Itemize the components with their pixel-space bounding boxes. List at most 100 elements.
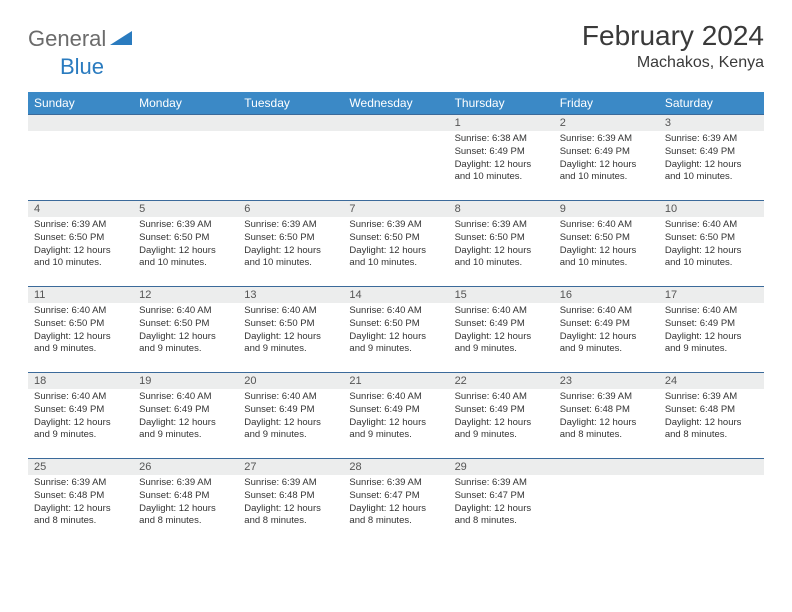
- daylight-text-1: Daylight: 12 hours: [349, 503, 442, 516]
- day-number: 23: [554, 373, 659, 389]
- sunset-text: Sunset: 6:48 PM: [244, 490, 337, 503]
- day-cell: 21Sunrise: 6:40 AMSunset: 6:49 PMDayligh…: [343, 373, 448, 459]
- daylight-text-2: and 9 minutes.: [34, 429, 127, 442]
- day-body: Sunrise: 6:40 AMSunset: 6:50 PMDaylight:…: [28, 303, 133, 360]
- daylight-text-1: Daylight: 12 hours: [139, 245, 232, 258]
- daylight-text-1: Daylight: 12 hours: [349, 417, 442, 430]
- day-cell: [554, 459, 659, 545]
- sunset-text: Sunset: 6:49 PM: [139, 404, 232, 417]
- daylight-text-2: and 8 minutes.: [665, 429, 758, 442]
- day-number: 27: [238, 459, 343, 475]
- sunset-text: Sunset: 6:48 PM: [139, 490, 232, 503]
- day-cell: 10Sunrise: 6:40 AMSunset: 6:50 PMDayligh…: [659, 201, 764, 287]
- day-cell: 13Sunrise: 6:40 AMSunset: 6:50 PMDayligh…: [238, 287, 343, 373]
- daylight-text-2: and 10 minutes.: [560, 171, 653, 184]
- daylight-text-1: Daylight: 12 hours: [455, 245, 548, 258]
- day-cell: [659, 459, 764, 545]
- daylight-text-1: Daylight: 12 hours: [139, 417, 232, 430]
- day-number: 5: [133, 201, 238, 217]
- day-body: Sunrise: 6:40 AMSunset: 6:49 PMDaylight:…: [449, 389, 554, 446]
- day-cell: 3Sunrise: 6:39 AMSunset: 6:49 PMDaylight…: [659, 115, 764, 201]
- sunrise-text: Sunrise: 6:39 AM: [139, 477, 232, 490]
- sunset-text: Sunset: 6:50 PM: [244, 232, 337, 245]
- day-body: Sunrise: 6:39 AMSunset: 6:50 PMDaylight:…: [343, 217, 448, 274]
- week-row: 25Sunrise: 6:39 AMSunset: 6:48 PMDayligh…: [28, 459, 764, 545]
- dow-wednesday: Wednesday: [343, 92, 448, 115]
- day-cell: 16Sunrise: 6:40 AMSunset: 6:49 PMDayligh…: [554, 287, 659, 373]
- daylight-text-2: and 10 minutes.: [455, 257, 548, 270]
- sunrise-text: Sunrise: 6:40 AM: [139, 305, 232, 318]
- week-row: 18Sunrise: 6:40 AMSunset: 6:49 PMDayligh…: [28, 373, 764, 459]
- day-body: Sunrise: 6:40 AMSunset: 6:49 PMDaylight:…: [449, 303, 554, 360]
- dow-tuesday: Tuesday: [238, 92, 343, 115]
- calendar-table: Sunday Monday Tuesday Wednesday Thursday…: [28, 92, 764, 545]
- dow-saturday: Saturday: [659, 92, 764, 115]
- day-cell: 2Sunrise: 6:39 AMSunset: 6:49 PMDaylight…: [554, 115, 659, 201]
- sunset-text: Sunset: 6:50 PM: [244, 318, 337, 331]
- sunrise-text: Sunrise: 6:39 AM: [560, 133, 653, 146]
- day-number: 6: [238, 201, 343, 217]
- sunset-text: Sunset: 6:48 PM: [560, 404, 653, 417]
- daylight-text-2: and 10 minutes.: [244, 257, 337, 270]
- sunrise-text: Sunrise: 6:39 AM: [349, 477, 442, 490]
- day-number: 20: [238, 373, 343, 389]
- week-row: 11Sunrise: 6:40 AMSunset: 6:50 PMDayligh…: [28, 287, 764, 373]
- week-row: 1Sunrise: 6:38 AMSunset: 6:49 PMDaylight…: [28, 115, 764, 201]
- sunset-text: Sunset: 6:50 PM: [455, 232, 548, 245]
- daylight-text-1: Daylight: 12 hours: [665, 417, 758, 430]
- sunrise-text: Sunrise: 6:39 AM: [665, 133, 758, 146]
- day-body: Sunrise: 6:39 AMSunset: 6:48 PMDaylight:…: [554, 389, 659, 446]
- daylight-text-1: Daylight: 12 hours: [244, 245, 337, 258]
- daylight-text-2: and 9 minutes.: [560, 343, 653, 356]
- daylight-text-2: and 10 minutes.: [455, 171, 548, 184]
- day-number: 14: [343, 287, 448, 303]
- sunrise-text: Sunrise: 6:39 AM: [139, 219, 232, 232]
- day-cell: 7Sunrise: 6:39 AMSunset: 6:50 PMDaylight…: [343, 201, 448, 287]
- daylight-text-1: Daylight: 12 hours: [560, 159, 653, 172]
- day-cell: 19Sunrise: 6:40 AMSunset: 6:49 PMDayligh…: [133, 373, 238, 459]
- day-cell: 17Sunrise: 6:40 AMSunset: 6:49 PMDayligh…: [659, 287, 764, 373]
- sunset-text: Sunset: 6:50 PM: [349, 232, 442, 245]
- sunrise-text: Sunrise: 6:39 AM: [34, 477, 127, 490]
- day-cell: 14Sunrise: 6:40 AMSunset: 6:50 PMDayligh…: [343, 287, 448, 373]
- day-body: Sunrise: 6:40 AMSunset: 6:49 PMDaylight:…: [238, 389, 343, 446]
- sunset-text: Sunset: 6:50 PM: [34, 232, 127, 245]
- day-number: 25: [28, 459, 133, 475]
- day-cell: 11Sunrise: 6:40 AMSunset: 6:50 PMDayligh…: [28, 287, 133, 373]
- day-number: 1: [449, 115, 554, 131]
- daylight-text-2: and 8 minutes.: [139, 515, 232, 528]
- sunset-text: Sunset: 6:49 PM: [34, 404, 127, 417]
- daylight-text-1: Daylight: 12 hours: [244, 503, 337, 516]
- logo: General: [28, 20, 134, 52]
- day-number: 9: [554, 201, 659, 217]
- day-cell: 4Sunrise: 6:39 AMSunset: 6:50 PMDaylight…: [28, 201, 133, 287]
- dow-monday: Monday: [133, 92, 238, 115]
- sunrise-text: Sunrise: 6:40 AM: [139, 391, 232, 404]
- day-number: 28: [343, 459, 448, 475]
- daylight-text-2: and 9 minutes.: [349, 429, 442, 442]
- day-number: [238, 115, 343, 131]
- day-cell: 12Sunrise: 6:40 AMSunset: 6:50 PMDayligh…: [133, 287, 238, 373]
- daylight-text-2: and 10 minutes.: [665, 257, 758, 270]
- sunset-text: Sunset: 6:49 PM: [455, 404, 548, 417]
- daylight-text-2: and 8 minutes.: [560, 429, 653, 442]
- day-cell: [28, 115, 133, 201]
- daylight-text-2: and 8 minutes.: [455, 515, 548, 528]
- day-number: 2: [554, 115, 659, 131]
- daylight-text-1: Daylight: 12 hours: [244, 417, 337, 430]
- day-body: Sunrise: 6:40 AMSunset: 6:50 PMDaylight:…: [659, 217, 764, 274]
- daylight-text-1: Daylight: 12 hours: [34, 331, 127, 344]
- day-body: Sunrise: 6:39 AMSunset: 6:48 PMDaylight:…: [28, 475, 133, 532]
- day-number: 13: [238, 287, 343, 303]
- day-cell: 24Sunrise: 6:39 AMSunset: 6:48 PMDayligh…: [659, 373, 764, 459]
- daylight-text-2: and 8 minutes.: [34, 515, 127, 528]
- daylight-text-1: Daylight: 12 hours: [665, 159, 758, 172]
- day-number: 11: [28, 287, 133, 303]
- daylight-text-2: and 9 minutes.: [665, 343, 758, 356]
- day-body: Sunrise: 6:39 AMSunset: 6:47 PMDaylight:…: [343, 475, 448, 532]
- dow-friday: Friday: [554, 92, 659, 115]
- sunrise-text: Sunrise: 6:38 AM: [455, 133, 548, 146]
- day-number: [343, 115, 448, 131]
- dow-sunday: Sunday: [28, 92, 133, 115]
- daylight-text-1: Daylight: 12 hours: [349, 331, 442, 344]
